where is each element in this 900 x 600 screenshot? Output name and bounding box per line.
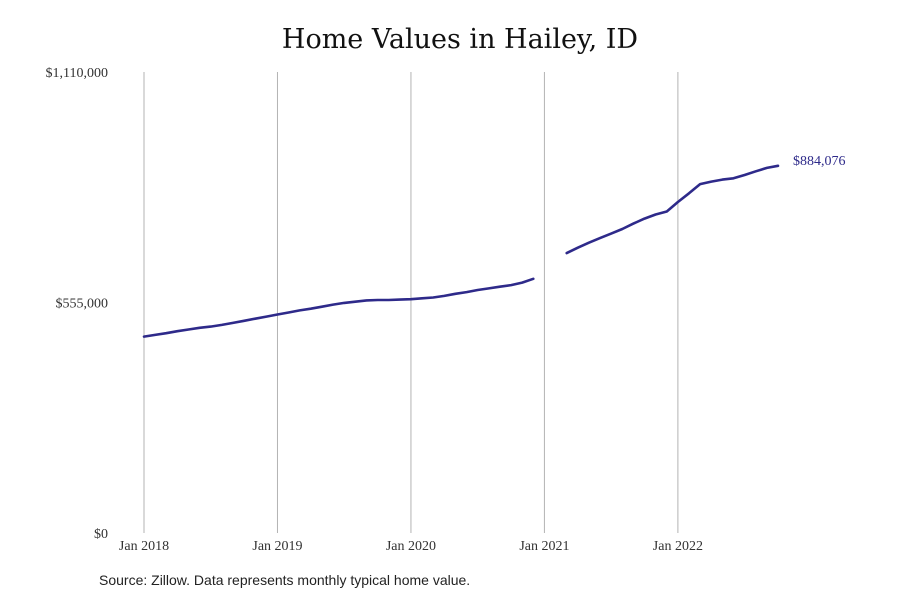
series-line-segment — [565, 164, 780, 255]
x-tick-label: Jan 2021 — [519, 539, 569, 554]
x-tick-label: Jan 2018 — [119, 539, 169, 554]
chart-source-note: Source: Zillow. Data represents monthly … — [99, 572, 471, 588]
y-tick-label: $0 — [94, 527, 108, 542]
series-line-segment — [142, 277, 535, 338]
chart-title: Home Values in Hailey, ID — [281, 24, 639, 55]
x-tick-label: Jan 2022 — [653, 539, 703, 554]
y-tick-label: $1,110,000 — [46, 66, 108, 81]
end-value-label: $884,076 — [793, 154, 846, 169]
y-tick-label: $555,000 — [56, 297, 109, 312]
x-tick-label: Jan 2020 — [386, 539, 436, 554]
x-tick-label: Jan 2019 — [252, 539, 302, 554]
